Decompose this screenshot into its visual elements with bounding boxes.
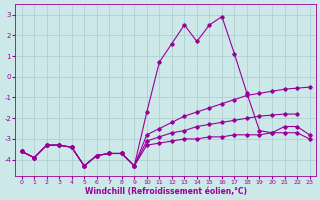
X-axis label: Windchill (Refroidissement éolien,°C): Windchill (Refroidissement éolien,°C)	[84, 187, 247, 196]
